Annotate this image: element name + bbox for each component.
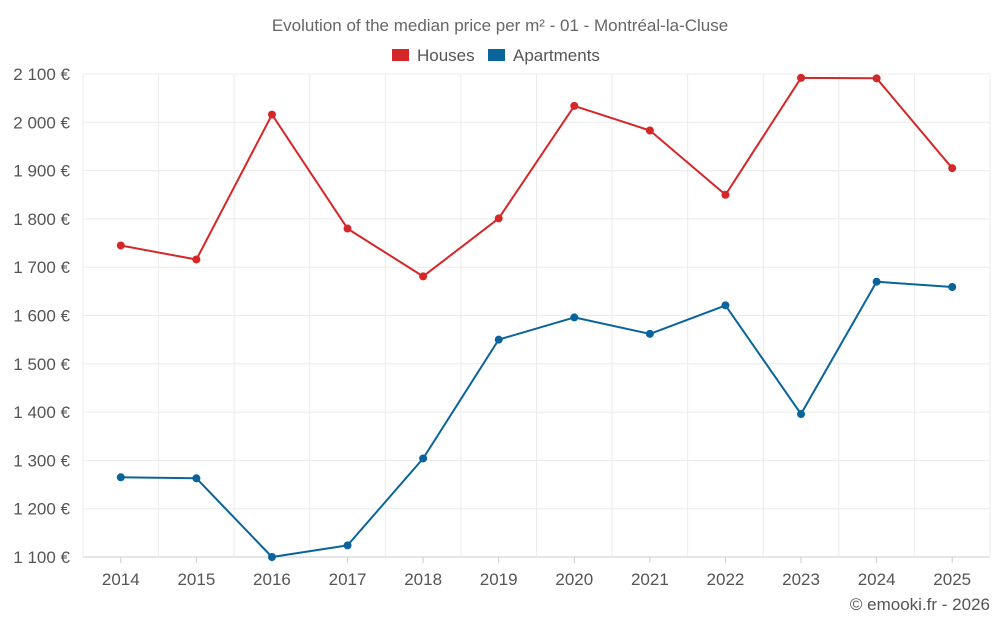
gridlines: [82, 73, 991, 558]
x-tick-label: 2015: [177, 570, 215, 589]
credit-text: © emooki.fr - 2026: [850, 595, 990, 614]
x-tick-label: 2020: [555, 570, 593, 589]
legend-swatch-houses: [392, 49, 409, 61]
legend-label-apartments: Apartments: [513, 46, 600, 65]
x-axis: 2014 2015 2016 2017 2018 2019 2020 2021 2022 2023…: [102, 557, 971, 589]
x-tick-label: 2018: [404, 570, 442, 589]
data-point-houses[interactable]: [645, 126, 654, 135]
x-tick-label: 2022: [707, 570, 745, 589]
legend-label-houses: Houses: [417, 46, 475, 65]
data-point-apartments[interactable]: [116, 473, 125, 482]
x-tick-label: 2024: [858, 570, 896, 589]
series-line-apartments: [120, 280, 953, 558]
data-point-houses[interactable]: [267, 110, 276, 119]
x-tick-label: 2025: [933, 570, 971, 589]
data-point-houses[interactable]: [570, 101, 579, 110]
data-point-houses[interactable]: [192, 255, 201, 264]
data-point-apartments[interactable]: [494, 335, 503, 344]
y-tick-label: 1 500 €: [13, 355, 70, 374]
data-point-apartments[interactable]: [797, 410, 806, 419]
data-point-apartments[interactable]: [419, 454, 428, 463]
y-tick-label: 1 900 €: [13, 162, 70, 181]
y-tick-label: 1 100 €: [13, 548, 70, 567]
data-point-houses[interactable]: [116, 241, 125, 250]
x-tick-label: 2021: [631, 570, 669, 589]
chart-title: Evolution of the median price per m² - 0…: [272, 16, 728, 35]
y-tick-label: 1 700 €: [13, 258, 70, 277]
data-point-houses[interactable]: [494, 214, 503, 223]
data-point-houses[interactable]: [948, 164, 957, 173]
y-tick-label: 1 200 €: [13, 500, 70, 519]
x-tick-label: 2023: [782, 570, 820, 589]
y-tick-label: 1 600 €: [13, 307, 70, 326]
series-layer: [116, 73, 957, 561]
y-axis: 1 100 € 1 200 € 1 300 € 1 400 € 1 500 € 1 600…: [13, 65, 70, 567]
y-tick-label: 2 100 €: [13, 65, 70, 84]
data-point-houses[interactable]: [419, 272, 428, 281]
x-tick-label: 2017: [329, 570, 367, 589]
data-point-apartments[interactable]: [343, 541, 352, 550]
data-point-houses[interactable]: [343, 224, 352, 233]
y-tick-label: 1 800 €: [13, 210, 70, 229]
x-tick-label: 2016: [253, 570, 291, 589]
data-point-apartments[interactable]: [721, 301, 730, 310]
data-point-houses[interactable]: [872, 74, 881, 83]
series-line-houses: [120, 76, 953, 278]
data-point-apartments[interactable]: [948, 283, 957, 292]
data-point-apartments[interactable]: [570, 313, 579, 322]
data-point-houses[interactable]: [797, 73, 806, 82]
legend-item-houses[interactable]: Houses: [392, 46, 475, 65]
y-tick-label: 1 400 €: [13, 403, 70, 422]
data-point-apartments[interactable]: [192, 474, 201, 483]
x-tick-label: 2014: [102, 570, 140, 589]
data-point-apartments[interactable]: [872, 277, 881, 286]
x-tick-label: 2019: [480, 570, 518, 589]
data-point-apartments[interactable]: [645, 329, 654, 338]
legend-item-apartments[interactable]: Apartments: [488, 46, 600, 65]
legend: Houses Apartments: [392, 46, 600, 65]
y-tick-label: 1 300 €: [13, 451, 70, 470]
data-point-apartments[interactable]: [267, 553, 276, 561]
y-tick-label: 2 000 €: [13, 113, 70, 132]
data-point-houses[interactable]: [721, 190, 730, 199]
legend-swatch-apartments: [488, 49, 505, 61]
